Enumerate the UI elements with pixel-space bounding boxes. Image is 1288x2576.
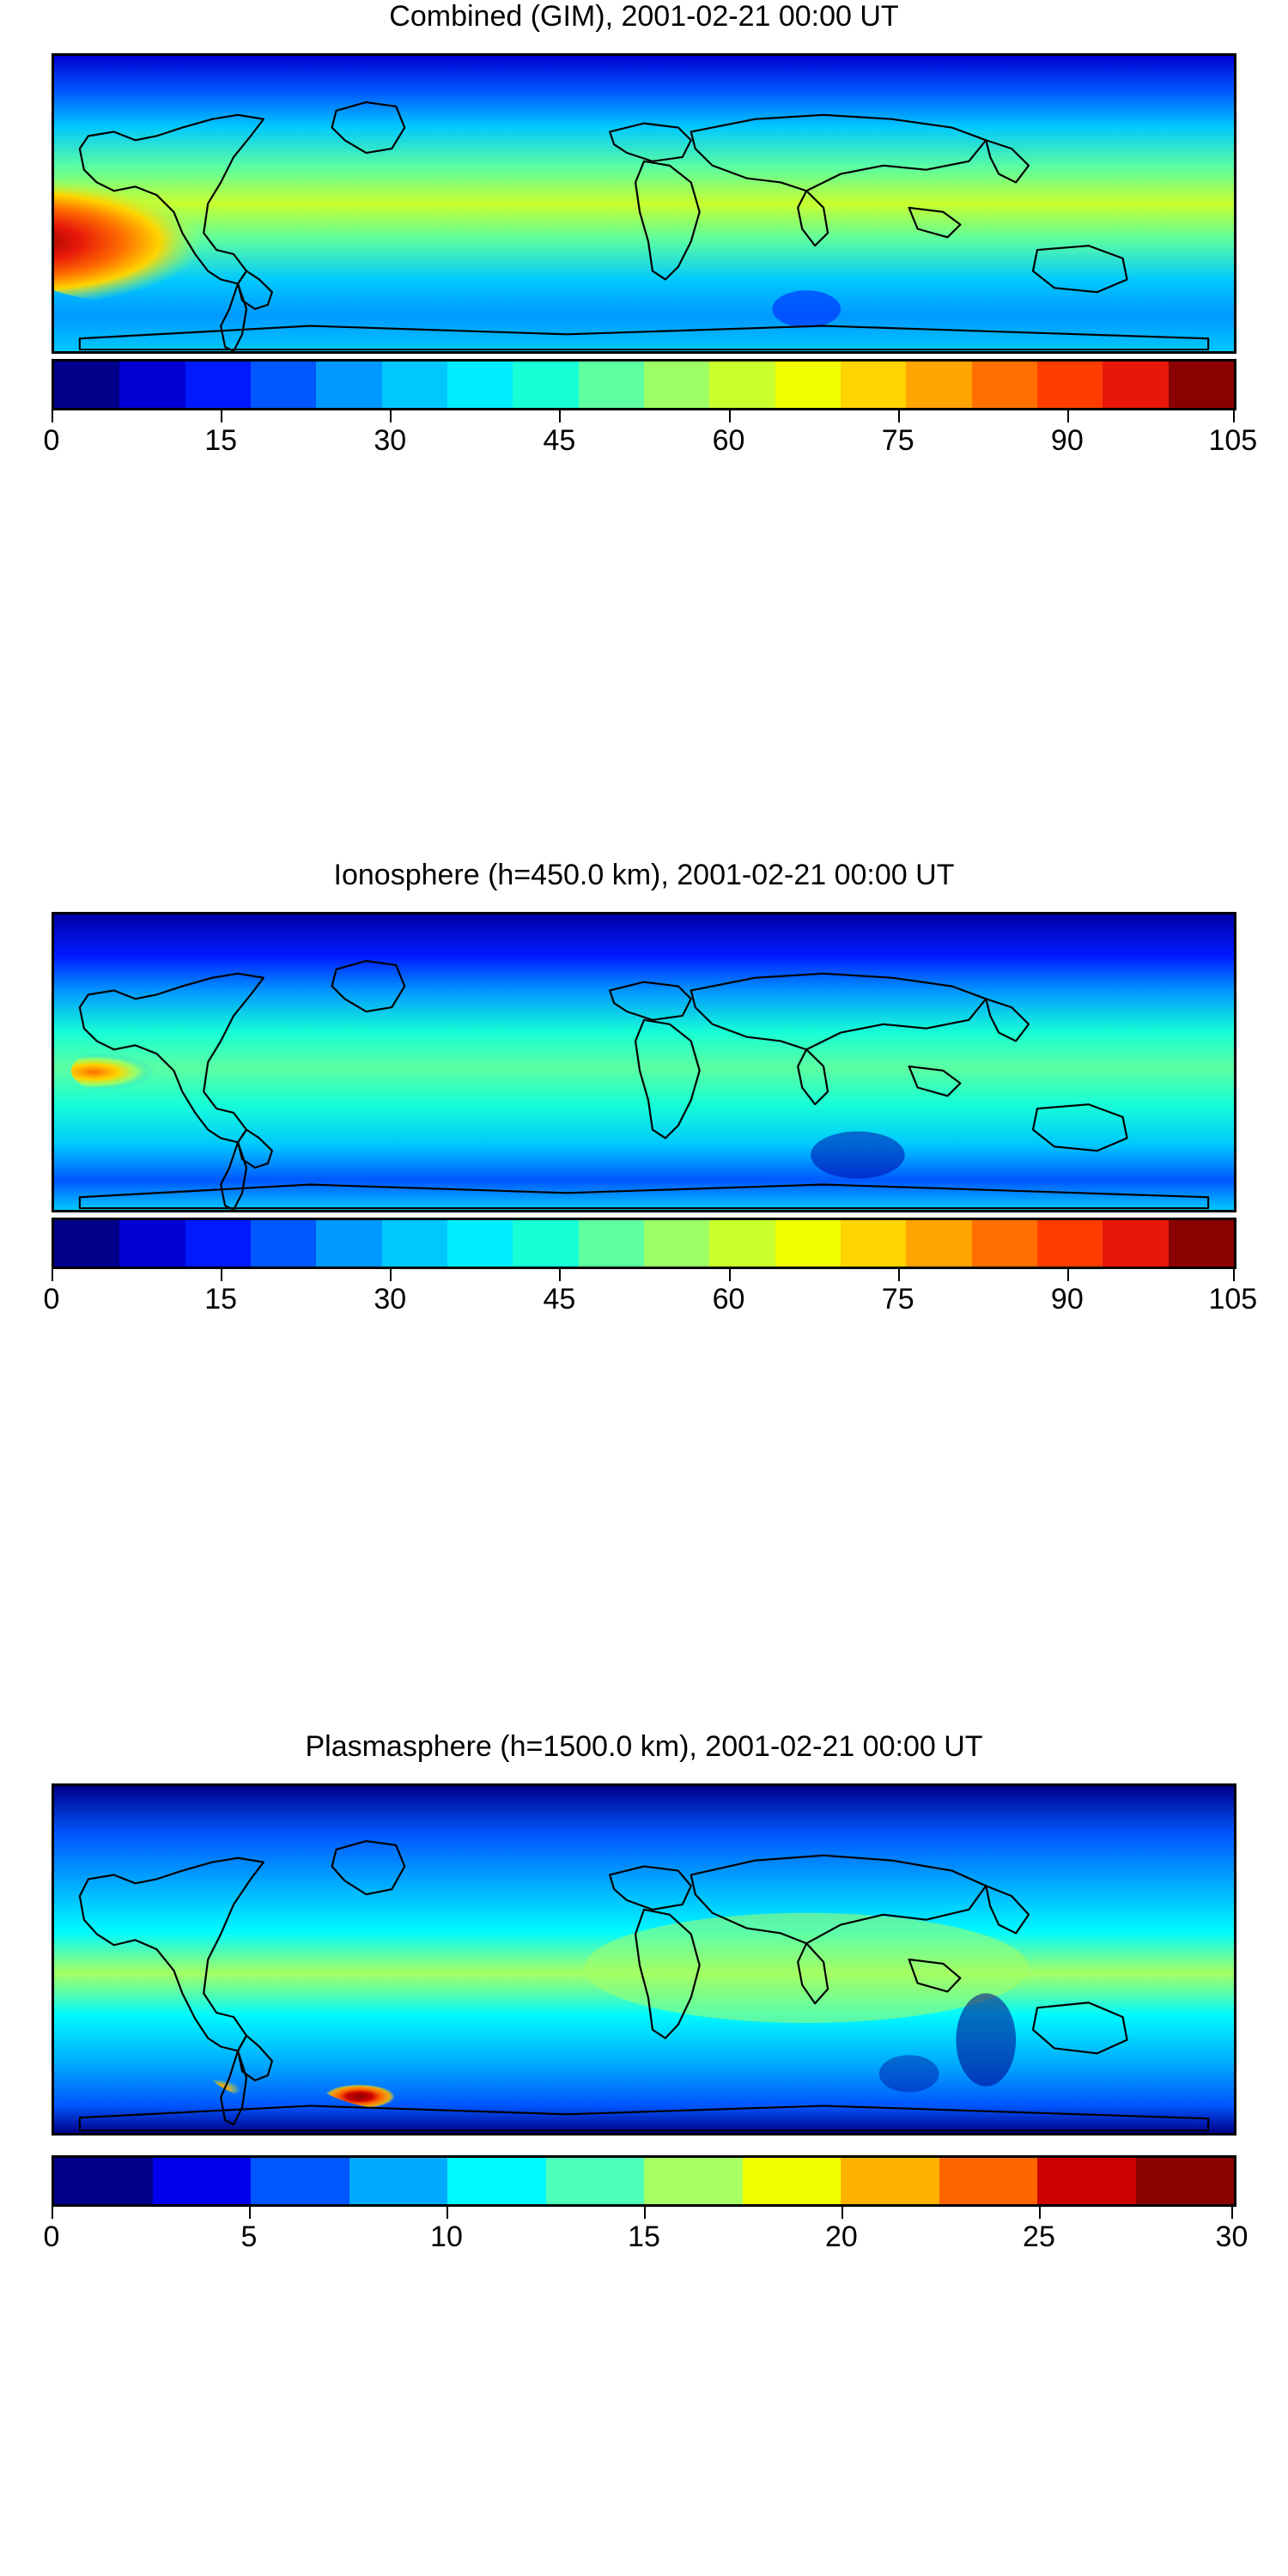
map-combined[interactable] — [52, 53, 1236, 354]
colorbar-swatch-ionosphere — [52, 1218, 1236, 1269]
panel-ionosphere: Ionosphere (h=450.0 km), 2001-02-21 00:0… — [0, 859, 1288, 1537]
colorbar-labels-combined: 0 15 30 45 60 75 90 105 — [52, 422, 1236, 462]
colorbar-combined[interactable]: 0 15 30 45 60 75 90 105 — [52, 359, 1236, 462]
panel-title-ionosphere: Ionosphere (h=450.0 km), 2001-02-21 00:0… — [0, 859, 1288, 892]
colorbar-labels-plasmasphere: 0 5 10 15 20 25 30 — [52, 2219, 1236, 2258]
panel-title-combined: Combined (GIM), 2001-02-21 00:00 UT — [0, 0, 1288, 33]
map-ionosphere[interactable] — [52, 912, 1236, 1212]
colorbar-labels-ionosphere: 0 15 30 45 60 75 90 105 — [52, 1281, 1236, 1321]
colorbar-ionosphere[interactable]: 0 15 30 45 60 75 90 105 — [52, 1218, 1236, 1321]
map-plasmasphere[interactable] — [52, 1783, 1236, 2136]
colorbar-plasmasphere[interactable]: 0 5 10 15 20 25 30 — [52, 2155, 1236, 2258]
panel-combined: Combined (GIM), 2001-02-21 00:00 UT — [0, 0, 1288, 678]
colorbar-swatch-combined — [52, 359, 1236, 410]
colorbar-swatch-plasmasphere — [52, 2155, 1236, 2207]
panel-plasmasphere: Plasmasphere (h=1500.0 km), 2001-02-21 0… — [0, 1730, 1288, 2503]
panel-title-plasmasphere: Plasmasphere (h=1500.0 km), 2001-02-21 0… — [0, 1730, 1288, 1764]
